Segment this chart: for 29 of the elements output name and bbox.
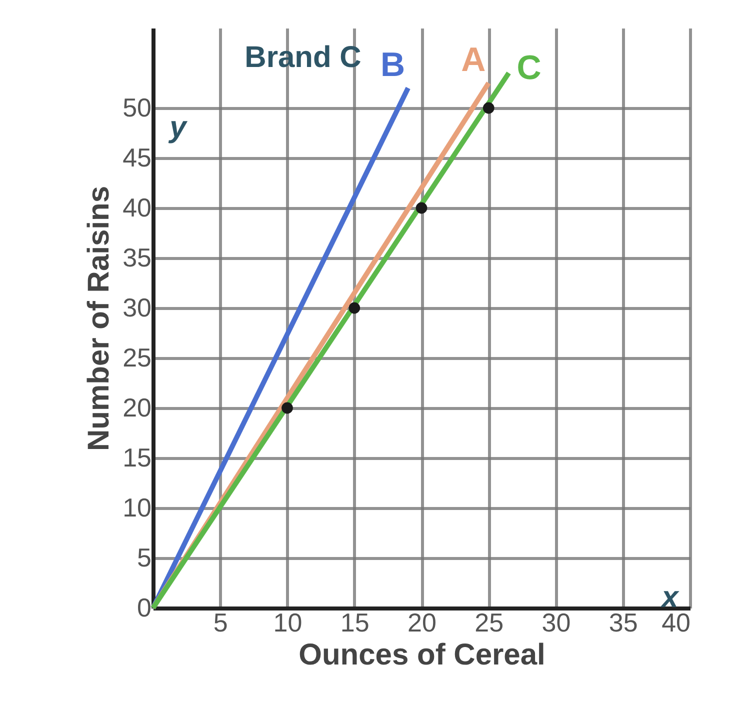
y-tick-label: 45 <box>122 142 152 172</box>
series-label: C <box>516 49 542 87</box>
y-tick-label: 30 <box>122 292 152 322</box>
y-tick-label: 5 <box>137 542 152 572</box>
point <box>282 402 293 414</box>
x-tick-label: 35 <box>608 608 638 638</box>
y-axis-title: Number of Raisins <box>82 186 116 452</box>
x-tick-label: 15 <box>340 608 370 638</box>
series-label: B <box>380 46 406 84</box>
y-tick-label: 15 <box>122 442 152 472</box>
y-tick-label: 25 <box>122 342 152 372</box>
annotation: y <box>168 111 188 144</box>
x-tick-label: 10 <box>273 608 302 638</box>
y-tick-label: 35 <box>122 242 152 272</box>
y-tick-label: 50 <box>122 92 152 122</box>
x-tick-label: 30 <box>542 608 571 638</box>
y-tick-label: 0 <box>137 592 152 622</box>
y-tick-label: 10 <box>122 492 152 522</box>
point <box>348 302 360 314</box>
x-tick-label: 20 <box>408 608 436 638</box>
y-tick-label: 40 <box>122 192 152 222</box>
annotation: Brand C <box>244 41 362 74</box>
x-axis-title: Ounces of Cereal <box>298 638 546 672</box>
point <box>482 102 494 114</box>
x-tick-label: 5 <box>213 608 228 638</box>
x-tick-label: 25 <box>474 608 504 638</box>
y-tick-label: 20 <box>122 392 152 422</box>
point <box>416 202 428 214</box>
series-label: A <box>461 41 486 79</box>
